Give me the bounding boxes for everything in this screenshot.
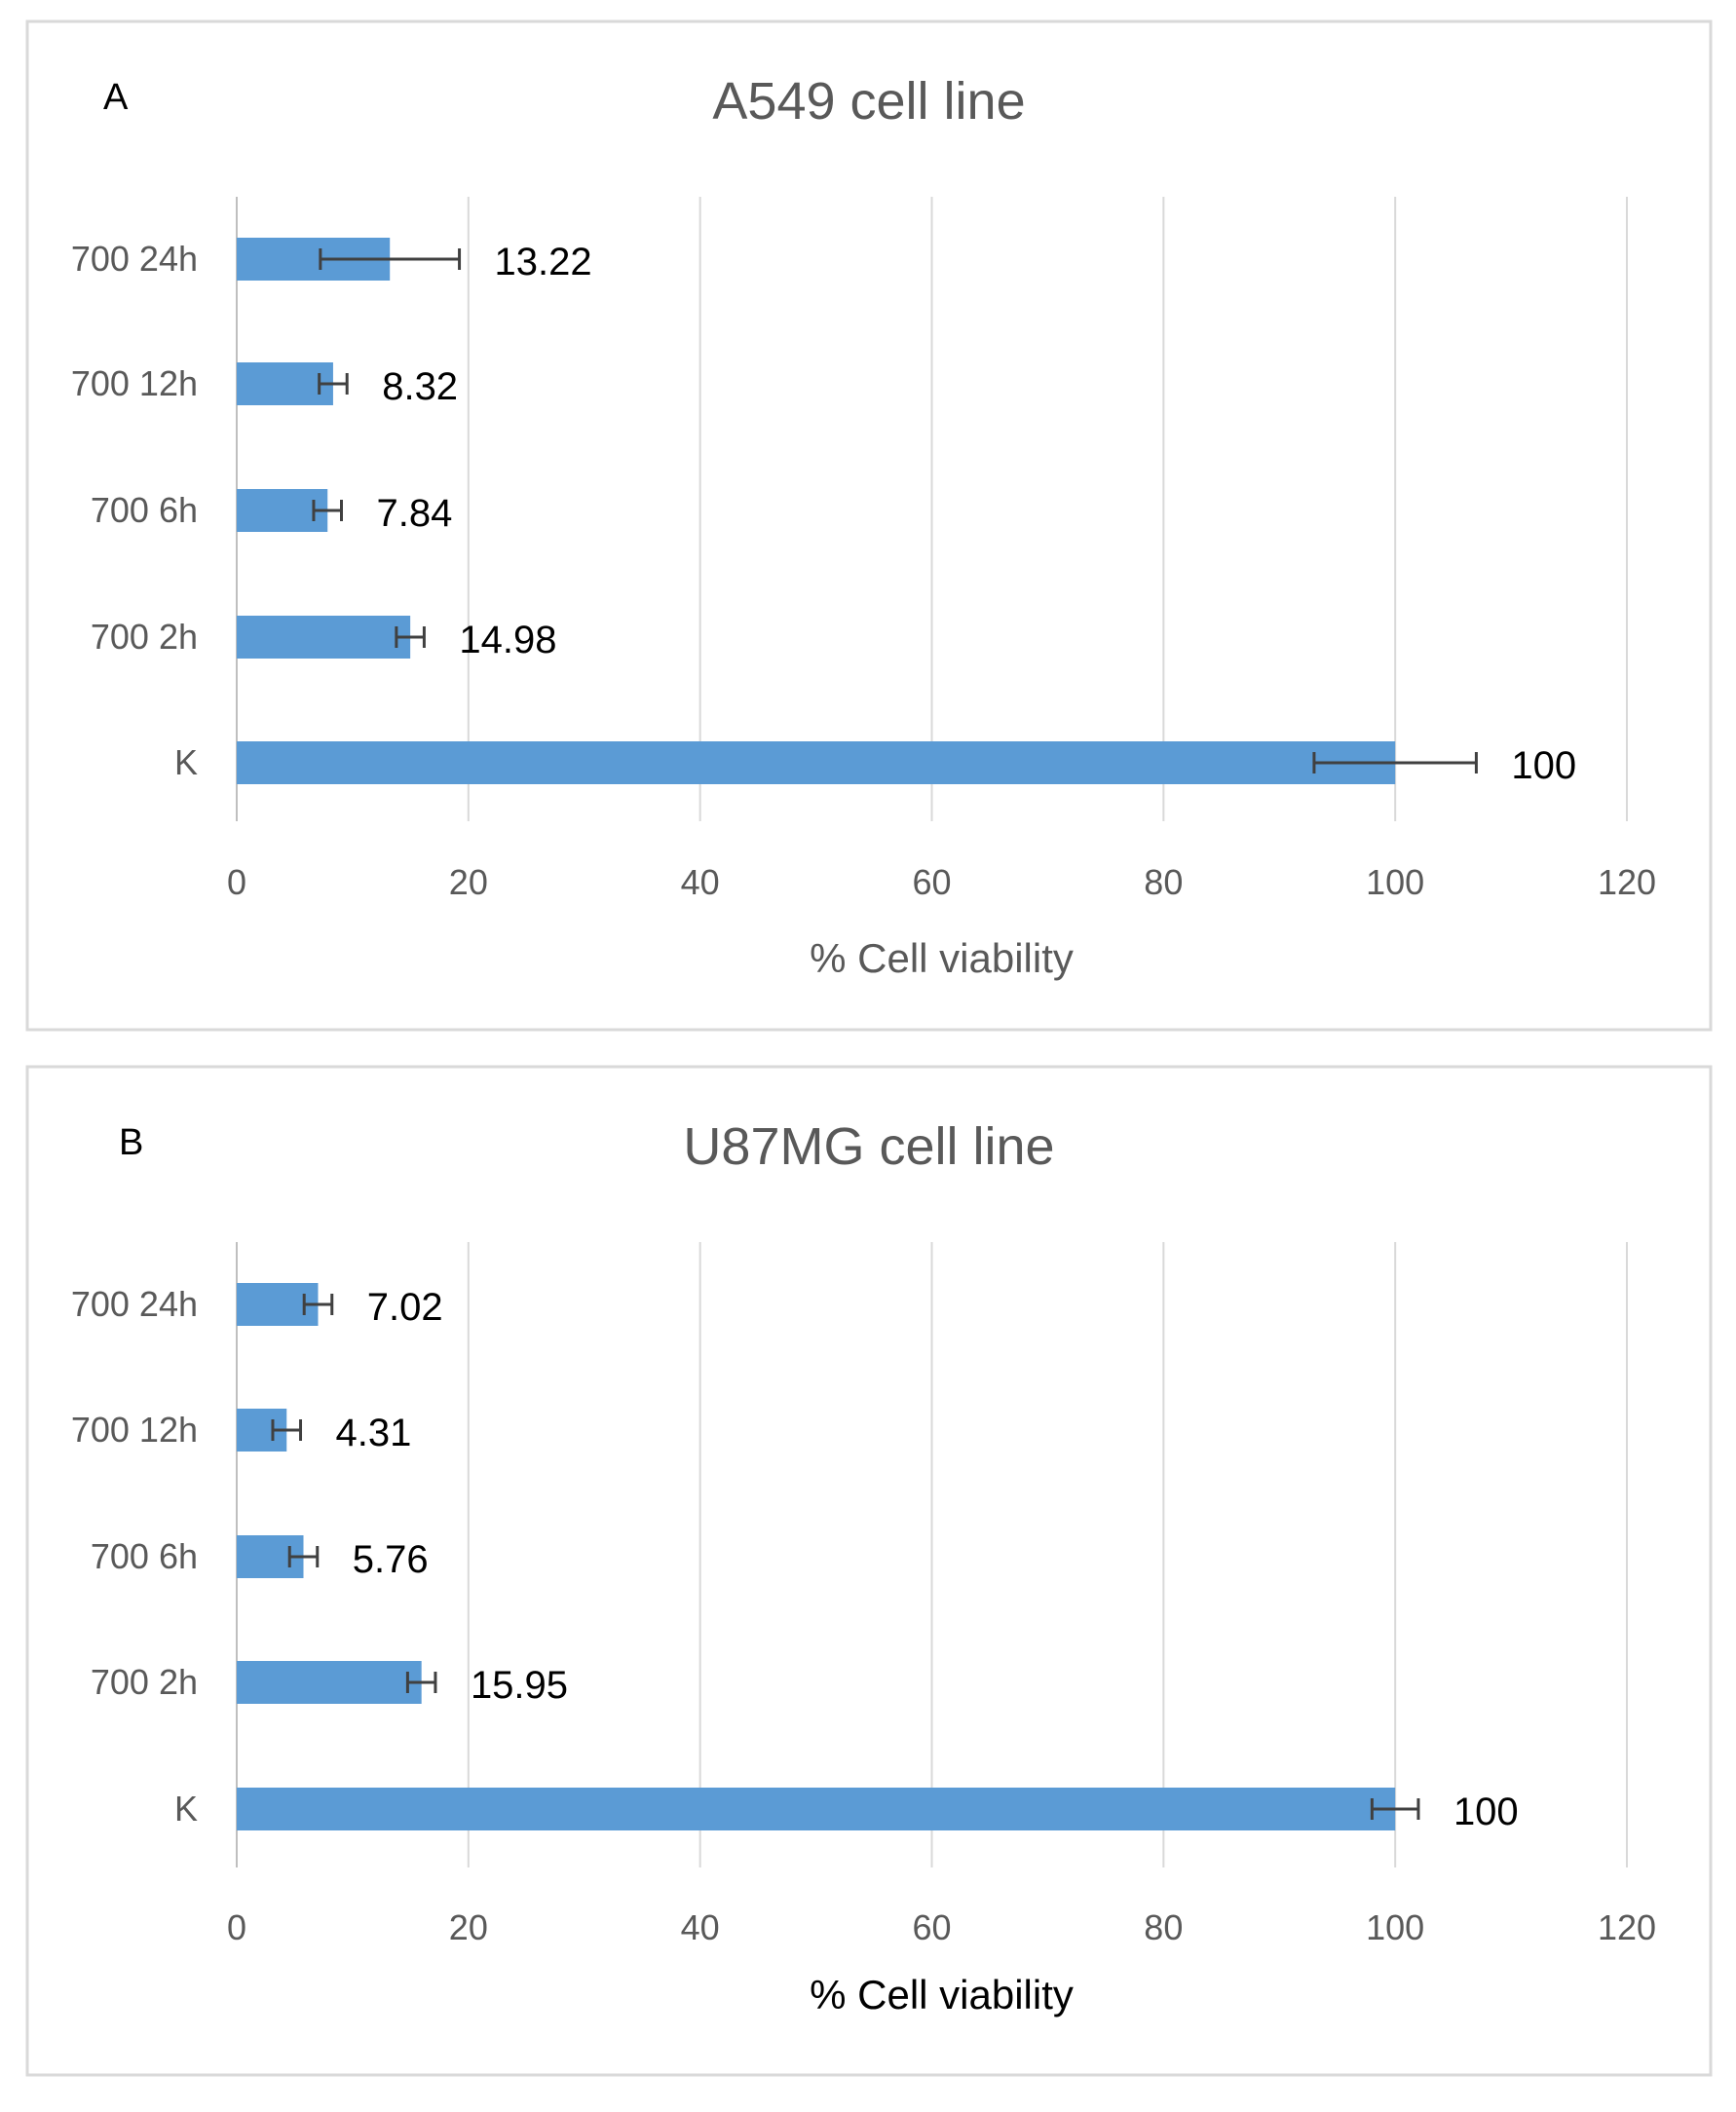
data-label: 5.76 xyxy=(353,1538,429,1581)
panel-letter: B xyxy=(119,1122,143,1163)
x-tick-label: 60 xyxy=(912,1907,951,1947)
x-tick-label: 20 xyxy=(449,1907,488,1947)
category-label: 700 24h xyxy=(71,239,198,279)
x-tick-label: 120 xyxy=(1598,862,1656,902)
data-label: 7.84 xyxy=(377,492,453,535)
data-label: 15.95 xyxy=(471,1664,568,1707)
chart-panel-a: A A549 cell line 0 20 40 60 80 100 120 700 24h 13.… xyxy=(25,19,1713,1032)
panel-frame xyxy=(25,1065,1713,2077)
x-axis-label: % Cell viability xyxy=(810,935,1074,981)
bar xyxy=(237,1661,422,1704)
x-tick-label: 40 xyxy=(681,1907,720,1947)
bar xyxy=(237,1788,1396,1830)
data-label: 100 xyxy=(1511,744,1576,787)
x-tick-label: 40 xyxy=(681,862,720,902)
x-tick-label: 0 xyxy=(227,1907,246,1947)
x-axis-label: % Cell viability xyxy=(810,1972,1074,2018)
data-label: 14.98 xyxy=(459,619,556,661)
category-label: 700 12h xyxy=(71,363,198,403)
category-label: 700 12h xyxy=(71,1410,198,1450)
bar xyxy=(237,362,333,405)
x-tick-label: 100 xyxy=(1366,862,1424,902)
data-label: 8.32 xyxy=(382,365,458,408)
chart-title: A549 cell line xyxy=(712,72,1025,131)
bar xyxy=(237,741,1396,784)
category-label: 700 2h xyxy=(91,1662,198,1702)
category-label: K xyxy=(174,1789,198,1829)
category-label: 700 6h xyxy=(91,490,198,530)
data-label: 100 xyxy=(1453,1791,1519,1833)
x-tick-label: 20 xyxy=(449,862,488,902)
chart-title: U87MG cell line xyxy=(683,1117,1054,1176)
data-label: 13.22 xyxy=(495,241,592,283)
x-tick-label: 80 xyxy=(1144,862,1183,902)
data-label: 4.31 xyxy=(336,1412,412,1454)
x-tick-label: 0 xyxy=(227,862,246,902)
category-label: 700 24h xyxy=(71,1284,198,1324)
category-label: K xyxy=(174,742,198,782)
x-tick-label: 80 xyxy=(1144,1907,1183,1947)
panel-letter: A xyxy=(103,77,129,118)
data-label: 7.02 xyxy=(367,1286,443,1329)
chart-panel-b: B U87MG cell line 0 20 40 60 80 100 120 700 24h 7.… xyxy=(25,1065,1713,2077)
category-label: 700 2h xyxy=(91,617,198,657)
x-tick-label: 100 xyxy=(1366,1907,1424,1947)
x-tick-label: 60 xyxy=(912,862,951,902)
x-tick-label: 120 xyxy=(1598,1907,1656,1947)
bar xyxy=(237,616,411,659)
category-label: 700 6h xyxy=(91,1536,198,1576)
